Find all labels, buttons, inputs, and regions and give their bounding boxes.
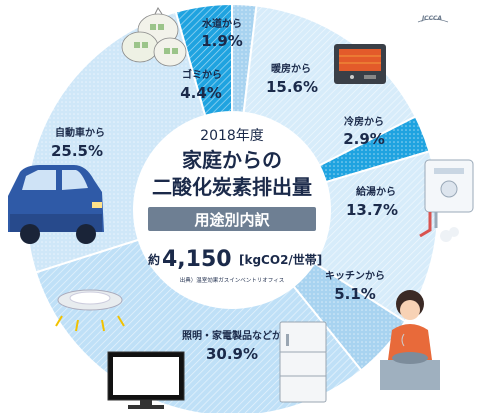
jccca-logo: JCCCA — [421, 15, 442, 22]
slice-pct-heating: 15.6% — [266, 78, 318, 96]
pie-slice-texture-1 — [243, 5, 416, 166]
slice-pct-appliances: 30.9% — [206, 345, 258, 363]
total-unit: [kgCO2/世帯] — [239, 252, 322, 267]
slice-pct-car: 25.5% — [51, 142, 103, 160]
pie-slice-texture-3 — [314, 151, 438, 322]
slice-pct-cooling: 2.9% — [343, 130, 385, 148]
heater-icon — [334, 44, 386, 84]
slice-pct-water: 1.9% — [201, 32, 243, 50]
tv-icon — [107, 351, 185, 409]
source-note: 出典）温室効果ガスインベントリオフィス — [180, 276, 284, 284]
center-subtitle: 用途別内訳 — [194, 211, 270, 229]
pie-slice-texture-7 — [175, 4, 232, 116]
slice-label-appliances: 照明・家電製品などから — [182, 329, 292, 342]
total-value: 4,150 — [162, 247, 232, 272]
center-title-line2: 二酸化炭素排出量 — [152, 175, 312, 199]
slice-label-garbage: ゴミから — [182, 68, 222, 81]
center-year: 2018年度 — [200, 128, 264, 144]
slice-label-cooling: 冷房から — [344, 115, 384, 128]
slice-label-car: 自動車から — [55, 126, 105, 139]
center-title-line1: 家庭からの — [182, 148, 282, 172]
water-heater-icon — [419, 159, 474, 242]
total-prefix: 約 — [148, 252, 160, 267]
garbage-bag-icon — [121, 7, 187, 67]
slice-label-kitchen: キッチンから — [325, 270, 385, 282]
pie-slice-texture-4 — [293, 263, 406, 371]
subtitle-band — [148, 207, 316, 231]
slice-label-water: 水道から — [201, 17, 242, 30]
slice-pct-hotwater: 13.7% — [346, 201, 398, 219]
ceiling-light-icon — [55, 289, 125, 332]
cooking-person-icon — [380, 290, 440, 390]
pie-slice-texture-2 — [319, 116, 430, 183]
slice-label-heating: 暖房から — [271, 62, 311, 75]
refrigerator-icon — [279, 321, 327, 403]
jccca-logo-mark — [417, 18, 449, 23]
pie-slice-texture-0 — [232, 4, 257, 113]
slice-pct-kitchen: 5.1% — [334, 285, 376, 303]
car-icon — [8, 165, 104, 244]
slice-label-hotwater: 給湯から — [356, 185, 396, 198]
slice-pct-garbage: 4.4% — [180, 84, 222, 102]
